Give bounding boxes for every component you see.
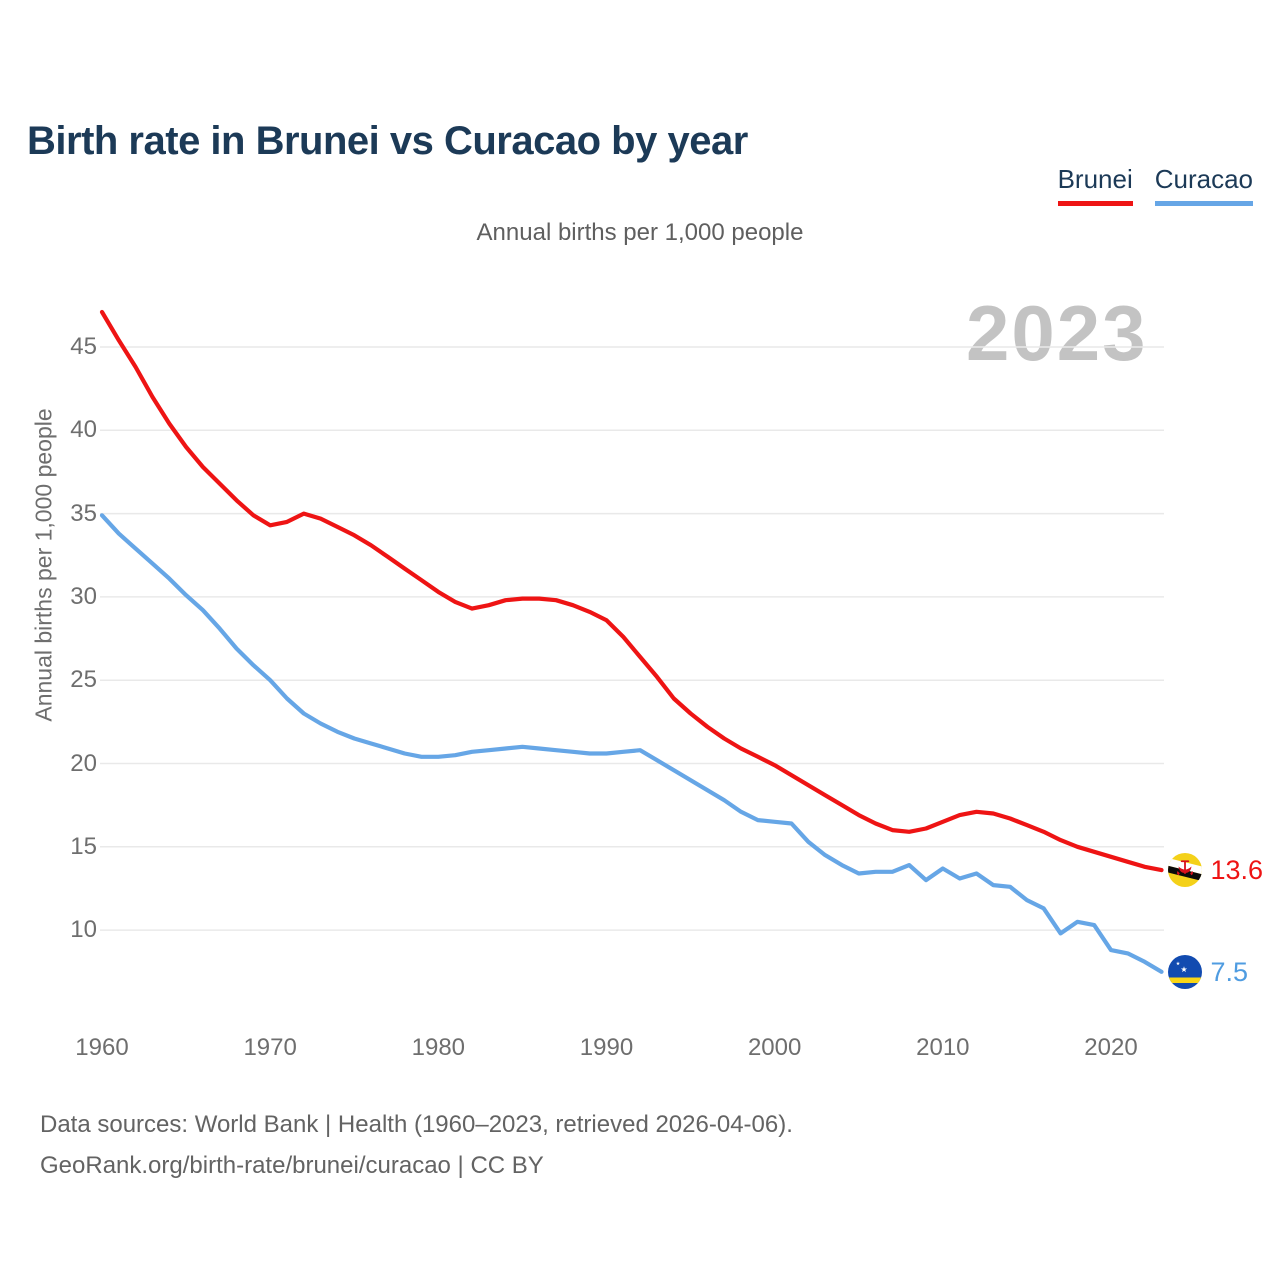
legend: Brunei Curacao — [1057, 164, 1253, 206]
legend-color-bar-brunei — [1057, 201, 1133, 206]
legend-color-bar-curacao — [1154, 201, 1253, 206]
brunei-end-marker: 13.6 — [1168, 853, 1263, 888]
curacao-flag-icon — [1168, 954, 1203, 989]
x-tick-label: 1980 — [411, 1034, 466, 1061]
page-title: Birth rate in Brunei vs Curacao by year — [27, 118, 748, 163]
legend-item-brunei[interactable]: Brunei — [1057, 164, 1133, 206]
series-line-brunei — [99, 309, 1164, 873]
x-tick-label: 1960 — [75, 1034, 129, 1061]
legend-label-curacao: Curacao — [1154, 164, 1253, 194]
footer: Data sources: World Bank | Health (1960–… — [40, 1104, 793, 1186]
brunei-end-value: 13.6 — [1210, 855, 1263, 886]
x-tick-label: 2020 — [1084, 1034, 1138, 1061]
brunei-flag-icon — [1168, 853, 1203, 888]
y-tick-label: 15 — [70, 832, 97, 860]
legend-item-curacao[interactable]: Curacao — [1154, 164, 1253, 206]
curacao-end-marker: 7.5 — [1168, 954, 1248, 989]
year-watermark: 2023 — [966, 289, 1148, 377]
footer-url-line: GeoRank.org/birth-rate/brunei/curacao | … — [40, 1152, 544, 1179]
y-tick-label: 30 — [70, 582, 97, 610]
y-tick-label: 45 — [70, 333, 97, 360]
y-axis-title: Annual births per 1,000 people — [30, 408, 57, 722]
y-tick-label: 35 — [70, 499, 97, 527]
y-tick-label: 20 — [70, 749, 97, 777]
series-line-curacao — [99, 513, 1164, 974]
legend-label-brunei: Brunei — [1057, 164, 1133, 194]
y-tick-label: 25 — [70, 666, 97, 694]
x-tick-label: 2010 — [916, 1034, 970, 1061]
y-tick-label: 40 — [70, 416, 97, 444]
footer-sources-line: Data sources: World Bank | Health (1960–… — [40, 1111, 793, 1138]
x-tick-label: 1990 — [579, 1034, 634, 1061]
x-tick-label: 1970 — [243, 1034, 297, 1061]
curacao-end-value: 7.5 — [1210, 956, 1248, 987]
chart-subtitle: Annual births per 1,000 people — [476, 219, 804, 246]
x-tick-label: 2000 — [747, 1034, 802, 1061]
y-tick-label: 10 — [70, 916, 97, 944]
